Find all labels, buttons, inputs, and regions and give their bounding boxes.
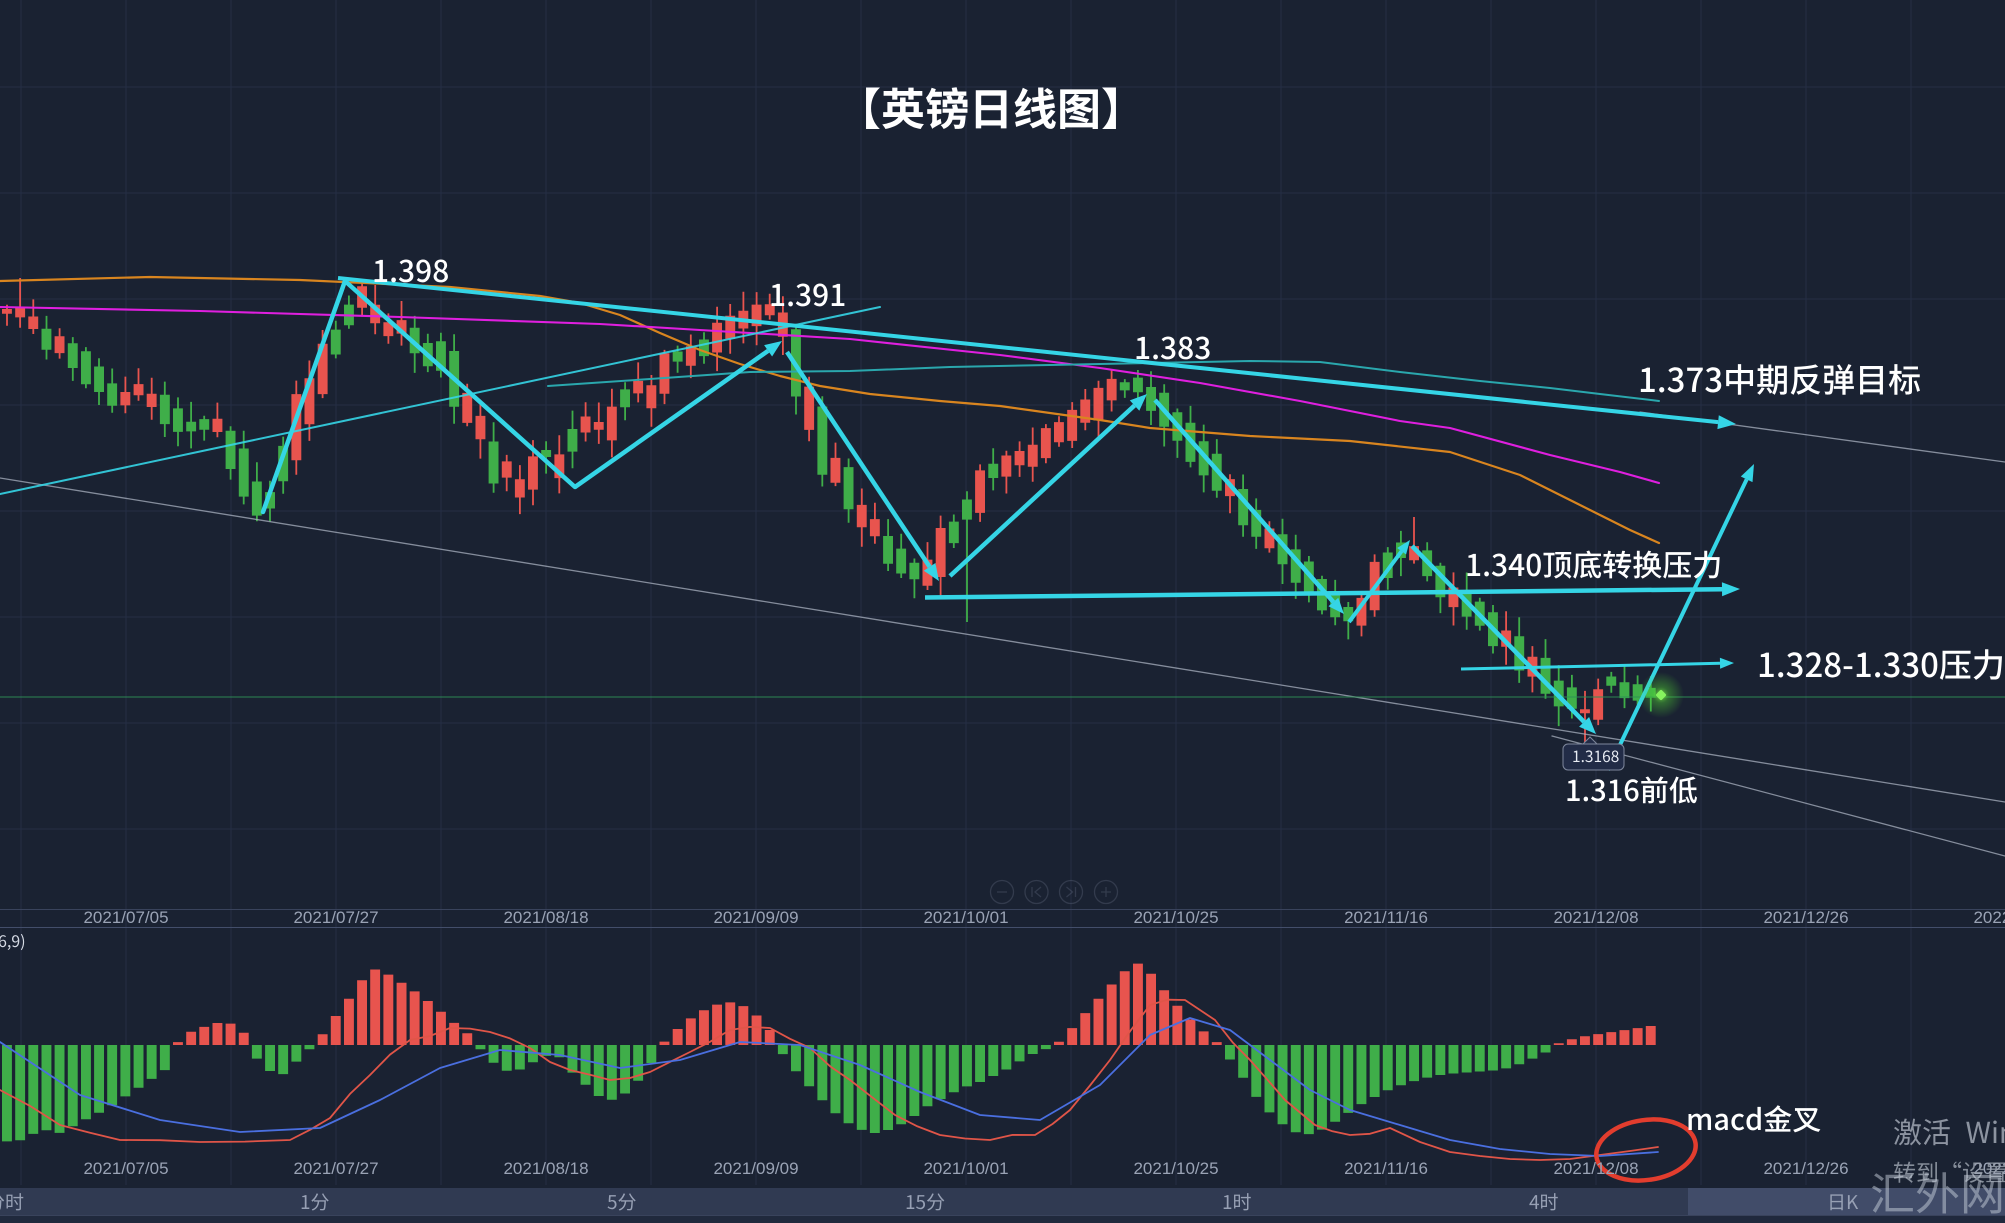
svg-text:2021/11/16: 2021/11/16 <box>1344 1159 1428 1178</box>
svg-text:2021/12/26: 2021/12/26 <box>1763 908 1848 927</box>
svg-text:2021/07/27: 2021/07/27 <box>293 1159 378 1178</box>
svg-text:2021/08/18: 2021/08/18 <box>503 1159 588 1178</box>
svg-text:2021/11/16: 2021/11/16 <box>1344 908 1428 927</box>
svg-text:2021/10/01: 2021/10/01 <box>923 1159 1008 1178</box>
svg-text:2021/10/01: 2021/10/01 <box>923 908 1008 927</box>
svg-text:2021/10/25: 2021/10/25 <box>1133 908 1218 927</box>
svg-text:2021/09/09: 2021/09/09 <box>713 908 798 927</box>
svg-text:2021/08/18: 2021/08/18 <box>503 908 588 927</box>
svg-text:2021/07/27: 2021/07/27 <box>293 908 378 927</box>
svg-text:2021/12/26: 2021/12/26 <box>1763 1159 1848 1178</box>
svg-text:2021/12/08: 2021/12/08 <box>1553 908 1638 927</box>
svg-text:2021/09/09: 2021/09/09 <box>713 1159 798 1178</box>
svg-text:2021/07/05: 2021/07/05 <box>83 908 168 927</box>
svg-text:2021/10/25: 2021/10/25 <box>1133 1159 1218 1178</box>
svg-text:2021/12/08: 2021/12/08 <box>1553 1159 1638 1178</box>
svg-text:2021/07/05: 2021/07/05 <box>83 1159 168 1178</box>
